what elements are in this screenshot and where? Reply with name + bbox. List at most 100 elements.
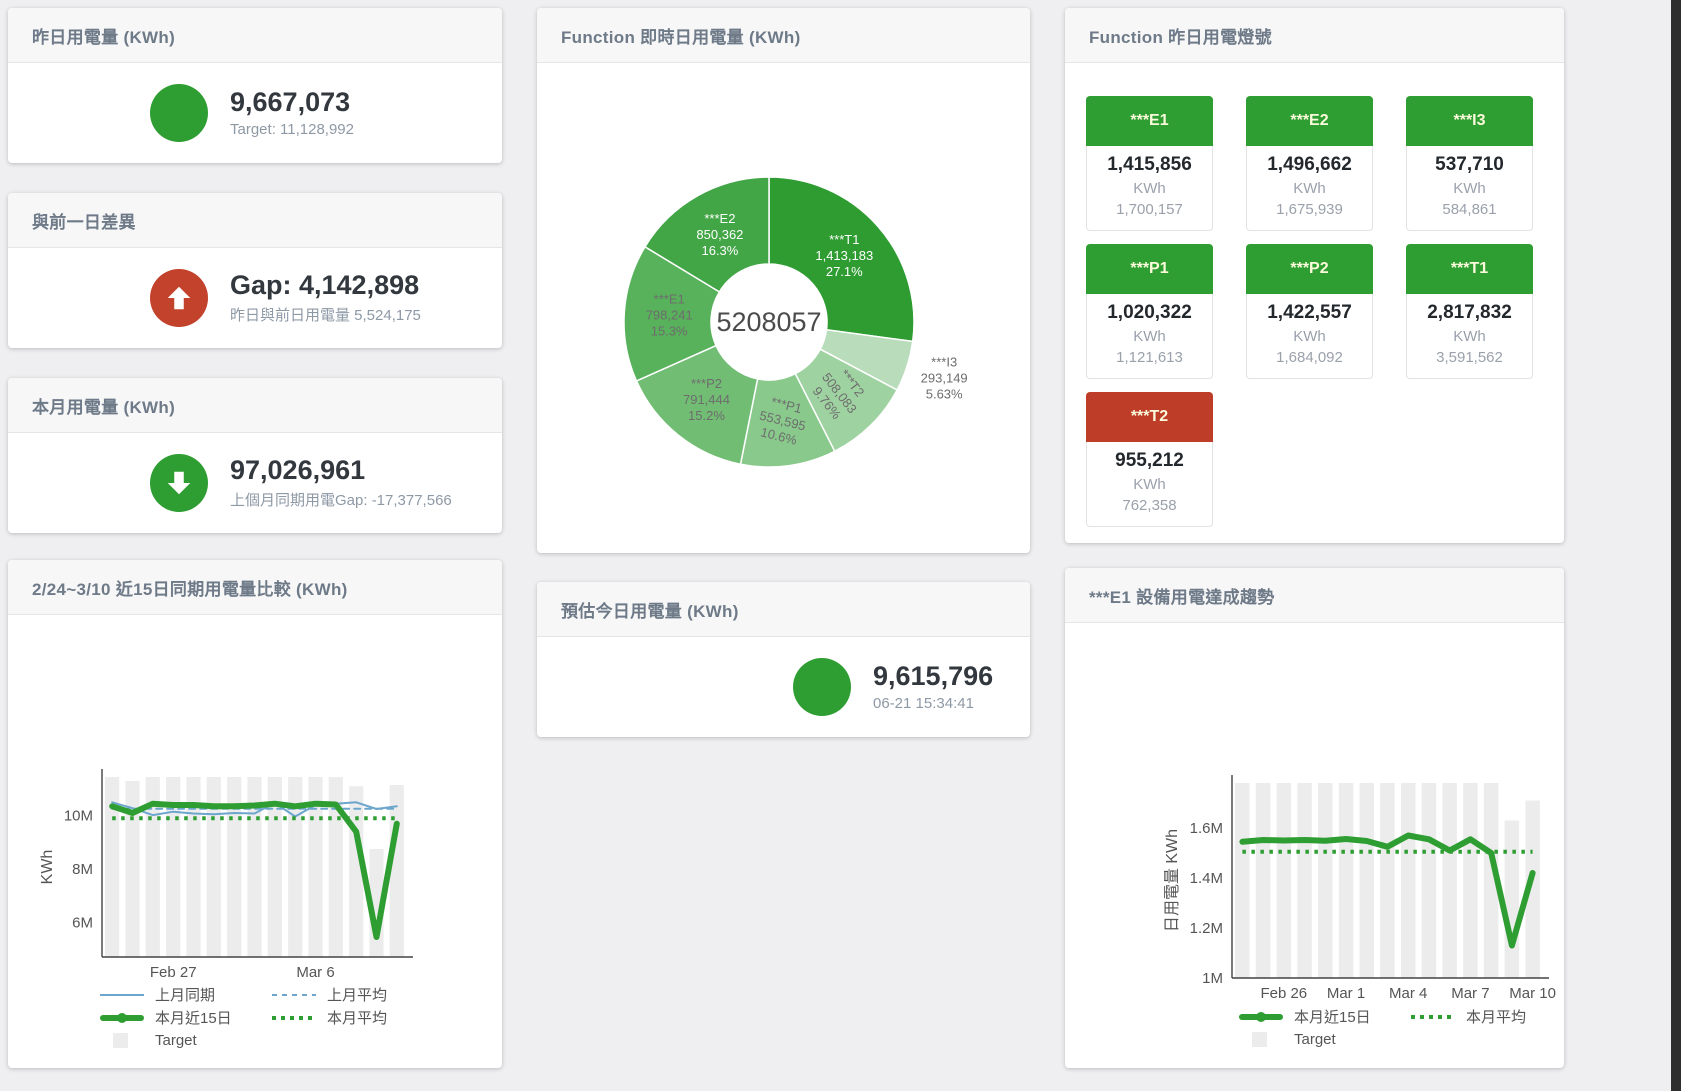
target-bar	[247, 777, 262, 957]
y-tick-label: 1.4M	[1190, 870, 1223, 887]
target-bar	[1338, 783, 1354, 978]
card-title: Function 即時日用電量 (KWh)	[561, 27, 801, 47]
card-title: 2/24~3/10 近15日同期用電量比較 (KWh)	[32, 579, 348, 599]
card-yesterday-usage: 昨日用電量 (KWh) 9,667,073 Target: 11,128,992	[8, 8, 502, 163]
donut-slice-label: ***T1 1,413,183 27.1%	[815, 232, 873, 279]
light-tile-value: 537,710	[1435, 154, 1504, 175]
legend-label: 上月平均	[327, 987, 388, 1004]
donut-slice-label: ***I3 293,149 5.63%	[921, 354, 968, 401]
e1trend-legend: 本月近15日 本月平均 Target	[1239, 1006, 1526, 1050]
target-bar	[1401, 783, 1416, 978]
light-tile-body: 1,415,856 KWh 1,700,157	[1086, 146, 1213, 231]
kpi-text: Gap: 4,142,898 昨日與前日用電量 5,524,175	[230, 270, 421, 325]
light-tile-status-header: ***I3	[1406, 96, 1533, 146]
target-bar	[1442, 783, 1457, 978]
x-tick-label: Mar 6	[296, 964, 334, 981]
legend-label: 本月近15日	[1294, 1009, 1371, 1026]
legend-item[interactable]: 本月平均	[1411, 1006, 1526, 1027]
card-title: ***E1 設備用電達成趨勢	[1089, 587, 1275, 607]
x-tick-label: Feb 26	[1260, 985, 1307, 1002]
light-tile-target: 1,675,939	[1276, 201, 1343, 218]
donut-center-total: 5208057	[716, 307, 821, 337]
target-bar	[308, 777, 323, 957]
dash-blue-swatch-icon	[272, 993, 316, 996]
light-tile-body: 1,020,322 KWh 1,121,613	[1086, 294, 1213, 379]
compare15-legend: 上月同期 上月平均本月近15日 本月平均 Target	[100, 984, 387, 1051]
light-tile-target: 1,684,092	[1276, 349, 1343, 366]
light-tile-T1: ***T1 2,817,832 KWh 3,591,562	[1406, 244, 1533, 379]
x-tick-label: Mar 4	[1389, 985, 1427, 1002]
card-header: Function 即時日用電量 (KWh)	[537, 8, 1030, 63]
light-tile-unit: KWh	[1133, 476, 1166, 493]
y-tick-label: 6M	[72, 914, 93, 931]
compare15-chart[interactable]: 6M 8M 10M Feb 27 Mar 6 KWh	[8, 615, 502, 1068]
target-bar	[389, 785, 404, 957]
x-tick-label: Feb 27	[150, 964, 197, 981]
legend-item[interactable]: Target	[100, 1030, 272, 1051]
kpi-text: 9,667,073 Target: 11,128,992	[230, 87, 354, 138]
legend-label: 上月同期	[155, 987, 216, 1004]
kpi-subtitle: 06-21 15:34:41	[873, 695, 974, 713]
series-line[interactable]	[1239, 832, 1536, 949]
donut-slice-label: ***E1 798,241 15.3%	[646, 292, 693, 339]
legend-item[interactable]: 本月近15日	[1239, 1006, 1411, 1027]
legend-item[interactable]: 本月平均	[272, 1007, 387, 1028]
y-tick-label: 1.6M	[1190, 820, 1223, 837]
card-header: 預估今日用電量 (KWh)	[537, 582, 1030, 637]
light-tile-value: 1,020,322	[1107, 302, 1192, 323]
light-tile-body: 1,422,557 KWh 1,684,092	[1246, 294, 1373, 379]
legend-item[interactable]: 上月平均	[272, 984, 387, 1005]
scrollbar[interactable]	[1671, 0, 1681, 1091]
donut-slice-E2[interactable]	[643, 176, 770, 293]
light-tile-target: 584,861	[1442, 201, 1497, 218]
card-header: 與前一日差異	[8, 193, 502, 248]
legend-item[interactable]: Target	[1239, 1029, 1411, 1050]
y-tick-label: 10M	[64, 808, 93, 825]
square-gray-swatch-icon	[1252, 1032, 1267, 1047]
kpi-subtitle: 上個月同期用電Gap: -17,377,566	[230, 492, 452, 510]
e1trend-chart[interactable]: 1M 1.2M 1.4M 1.6M Feb 26 Mar 1 Mar 4 Mar 7 Mar 1…	[1065, 623, 1564, 1068]
light-tile-target: 3,591,562	[1436, 349, 1503, 366]
target-bar	[267, 777, 282, 957]
y-tick-label: 8M	[72, 861, 93, 878]
line-green-thick-swatch-icon	[1239, 1011, 1283, 1022]
series-line[interactable]	[111, 801, 398, 818]
card-title: 與前一日差異	[32, 212, 136, 232]
light-tile-value: 1,415,856	[1107, 154, 1192, 175]
card-status-lights: Function 昨日用電燈號 ***E1 1,415,856 KWh 1,700,1…	[1065, 8, 1564, 543]
card-title: Function 昨日用電燈號	[1089, 27, 1272, 47]
light-tile-T2: ***T2 955,212 KWh 762,358	[1086, 392, 1213, 527]
target-bar	[186, 777, 201, 957]
x-tick-label: Mar 10	[1509, 985, 1556, 1002]
card-month-usage: 本月用電量 (KWh) 97,026,961 上個月同期用電Gap: -17,3…	[8, 378, 502, 533]
target-bar	[1297, 783, 1312, 978]
light-tile-body: 955,212 KWh 762,358	[1086, 442, 1213, 527]
donut-slice-label: ***P2 791,444 15.2%	[683, 376, 730, 423]
target-bar	[1276, 783, 1292, 978]
donut-slice-T1[interactable]	[768, 176, 915, 343]
status-circle-icon	[150, 453, 208, 512]
card-header: Function 昨日用電燈號	[1065, 8, 1564, 63]
target-bar	[227, 777, 242, 957]
light-tile-value: 1,496,662	[1267, 154, 1352, 175]
legend-item[interactable]: 本月近15日	[100, 1007, 272, 1028]
series-line[interactable]	[109, 800, 400, 940]
card-title: 本月用電量 (KWh)	[32, 397, 176, 417]
donut-slice-label: ***E2 850,362 16.3%	[696, 211, 743, 258]
kpi-body: 9,615,796 06-21 15:34:41	[537, 637, 1030, 736]
light-tile-E2: ***E2 1,496,662 KWh 1,675,939	[1246, 96, 1373, 231]
dot-green-swatch-icon	[272, 1015, 316, 1020]
target-bar	[1318, 783, 1333, 978]
light-tile-status-header: ***T2	[1086, 392, 1213, 442]
donut-slice-E1[interactable]	[623, 245, 721, 382]
donut-chart[interactable]: ***T1 1,413,183 27.1%***I3 293,149 5.63%***T…	[537, 63, 1030, 552]
target-bar	[105, 777, 120, 957]
legend-item[interactable]: 上月同期	[100, 984, 272, 1005]
donut-slice-P2[interactable]	[635, 344, 759, 466]
lights-grid: ***E1 1,415,856 KWh 1,700,157 ***E2 1,496,662…	[1065, 63, 1564, 560]
card-e1-trend: ***E1 設備用電達成趨勢 1M 1.2M 1.4M 1.6M Feb 26 Mar 1…	[1065, 568, 1564, 1068]
light-tile-status-header: ***T1	[1406, 244, 1533, 294]
light-tile-I3: ***I3 537,710 KWh 584,861	[1406, 96, 1533, 231]
card-header: ***E1 設備用電達成趨勢	[1065, 568, 1564, 623]
target-bar	[1483, 783, 1499, 978]
